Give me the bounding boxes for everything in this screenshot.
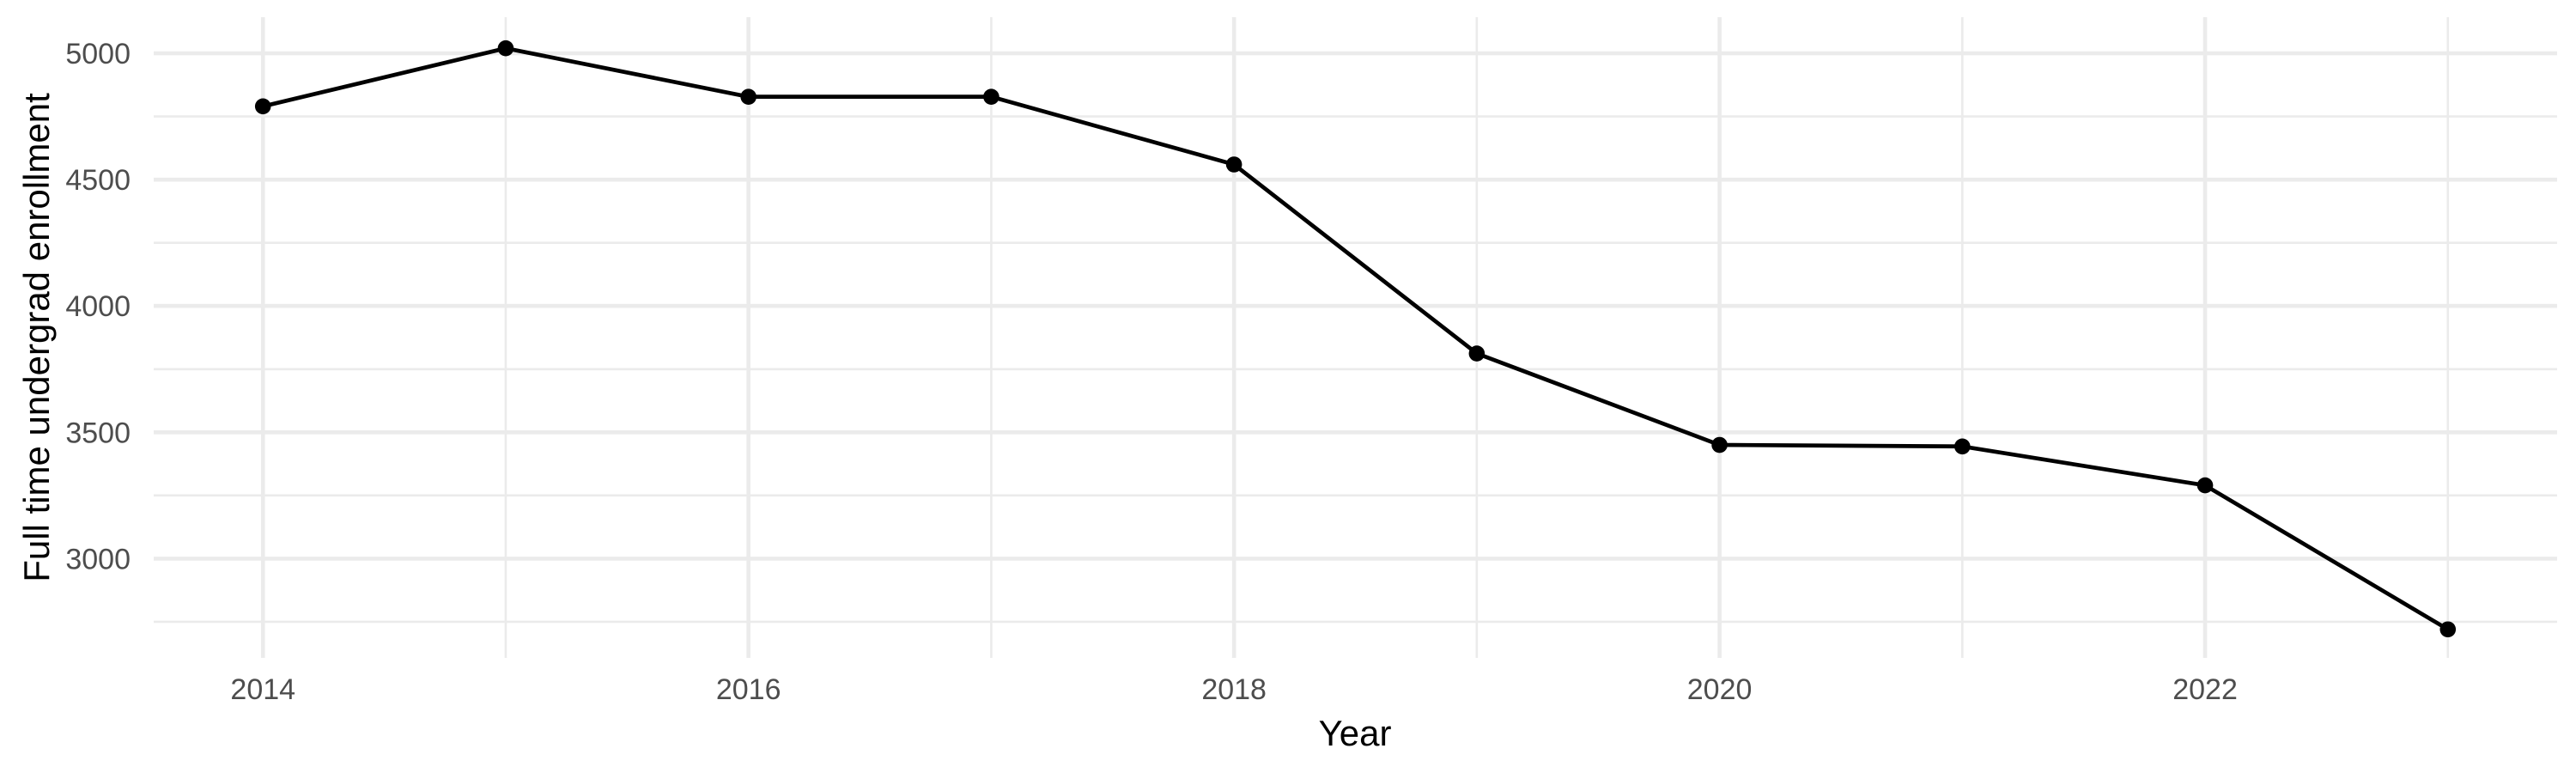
x-tick-label-2014: 2014 (230, 673, 295, 706)
data-point-2018 (1225, 156, 1242, 173)
data-point-2023 (2439, 621, 2457, 638)
y-tick-label-5000: 5000 (65, 38, 131, 70)
y-axis-tick-labels: 3000 3500 4000 4500 5000 (65, 38, 131, 575)
data-point-2021 (1954, 438, 1971, 455)
y-tick-label-3000: 3000 (65, 543, 131, 575)
data-point-2015 (497, 40, 514, 57)
y-tick-label-3500: 3500 (65, 417, 131, 449)
data-point-2016 (740, 88, 756, 105)
x-tick-label-2022: 2022 (2172, 673, 2238, 706)
y-axis-title: Full time undergrad enrollment (16, 93, 57, 582)
data-point-2014 (254, 98, 271, 115)
data-point-2020 (1711, 436, 1728, 453)
enrollment-trend-line (262, 46, 2449, 631)
data-point-2017 (983, 88, 999, 105)
data-series-layer (254, 40, 2457, 638)
x-tick-label-2018: 2018 (1201, 673, 1267, 706)
minor-gridlines-layer (154, 17, 2557, 658)
x-tick-label-2016: 2016 (716, 673, 781, 706)
x-axis-tick-labels: 2014 2016 2018 2020 2022 (230, 673, 2237, 706)
data-point-2022 (2196, 477, 2214, 494)
x-tick-label-2020: 2020 (1687, 673, 1753, 706)
plot-panel (154, 17, 2557, 658)
major-gridlines-layer (154, 17, 2557, 658)
y-tick-label-4500: 4500 (65, 164, 131, 197)
y-tick-label-4000: 4000 (65, 290, 131, 323)
x-axis-title: Year (1319, 713, 1392, 753)
data-point-2019 (1468, 345, 1485, 362)
